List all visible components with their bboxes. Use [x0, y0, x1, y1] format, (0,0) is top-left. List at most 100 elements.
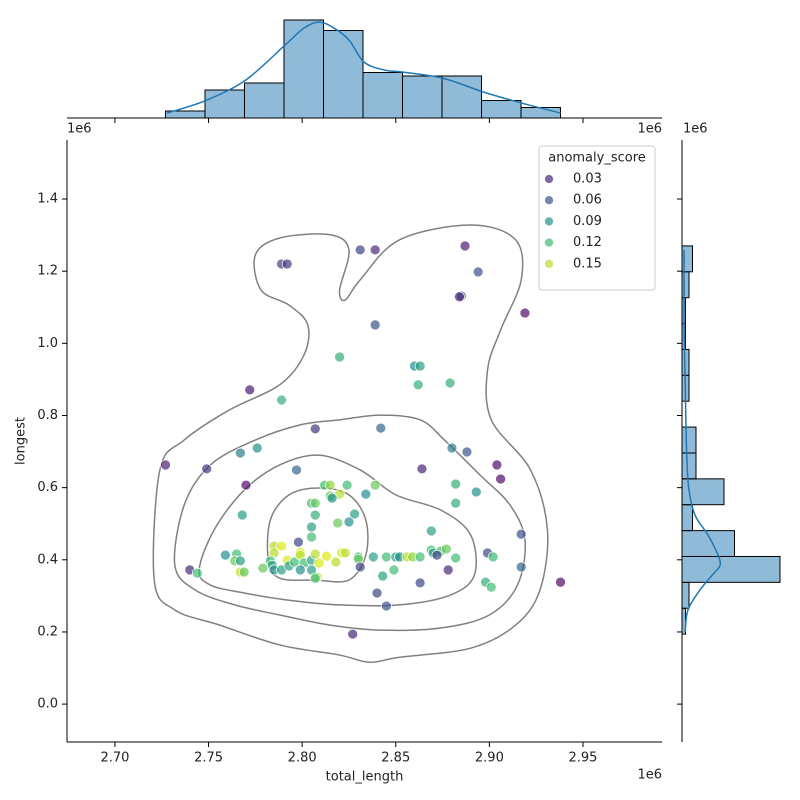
- x-tick-label: 2.90: [475, 751, 504, 766]
- x-tick-label: 2.80: [288, 751, 317, 766]
- scatter-point: [160, 459, 171, 471]
- x-tick-label: 2.95: [569, 751, 598, 766]
- histogram-bar: [283, 19, 324, 119]
- scatter-point: [343, 516, 355, 528]
- scatter-point: [369, 479, 381, 491]
- scatter-point: [251, 442, 263, 454]
- scatter-point: [313, 557, 325, 569]
- histogram-bar: [681, 555, 781, 583]
- scatter-point: [555, 576, 566, 588]
- y-tick-label: 0.4: [37, 552, 58, 567]
- histogram-bar: [322, 30, 364, 119]
- scatter-point: [235, 447, 246, 459]
- scatter-point: [515, 528, 527, 540]
- scatter-point: [220, 549, 231, 561]
- histogram-bar: [362, 72, 404, 119]
- histogram-bar: [681, 245, 693, 273]
- scatter-point: [238, 566, 250, 578]
- legend-marker: [544, 174, 554, 184]
- scatter-point: [240, 479, 252, 491]
- scatter-point: [354, 561, 366, 573]
- scatter-point: [236, 509, 248, 521]
- scatter-point: [309, 548, 321, 560]
- scatter-point: [347, 628, 359, 640]
- histogram-bar: [204, 89, 245, 119]
- scatter-point: [330, 556, 342, 568]
- scatter-point: [369, 244, 381, 256]
- scatter-point: [354, 244, 366, 256]
- scatter-point: [276, 540, 287, 552]
- y-tick-label: 0.2: [37, 624, 58, 639]
- legend-box: [538, 145, 656, 291]
- scatter-point: [334, 351, 345, 363]
- scatter-point: [461, 446, 473, 458]
- scatter-point: [201, 463, 213, 475]
- x-tick-label: 2.70: [100, 751, 129, 766]
- x-offset-text: 1e6: [637, 768, 662, 783]
- scatter-point: [375, 422, 387, 434]
- scatter-point: [431, 549, 443, 561]
- scatter-point: [450, 552, 462, 564]
- scatter-point: [244, 384, 256, 396]
- scatter-point: [257, 562, 269, 574]
- scatter-point: [440, 543, 452, 555]
- x-tick-label: 2.75: [194, 751, 223, 766]
- scatter-point: [367, 551, 379, 563]
- scatter-point: [306, 521, 317, 533]
- histogram-bar: [402, 75, 443, 119]
- scatter-point: [349, 508, 360, 520]
- legend-label: 0.09: [573, 214, 602, 229]
- kde-contour: [198, 454, 477, 607]
- scatter-point: [235, 555, 246, 567]
- scatter-point: [276, 394, 287, 406]
- scatter-point: [191, 567, 203, 579]
- kde-line: [166, 21, 561, 114]
- y-axis-label: longest: [14, 417, 29, 465]
- scatter-point: [377, 570, 389, 582]
- y-tick-label: 1.0: [37, 336, 58, 351]
- scatter-point: [324, 479, 336, 491]
- scatter-point: [425, 525, 437, 537]
- scatter-point: [444, 377, 456, 389]
- histogram-bar: [481, 100, 522, 119]
- legend-marker: [544, 258, 554, 269]
- scatter-point: [450, 478, 462, 490]
- scatter-point: [442, 564, 454, 576]
- histogram-bar: [681, 426, 697, 454]
- scatter-point: [339, 547, 351, 559]
- legend-title: anomaly_score: [548, 151, 646, 166]
- scatter-point: [491, 459, 503, 471]
- histogram-bar: [681, 504, 693, 532]
- marginal-offset-text: 1e6: [683, 122, 708, 137]
- scatter-point: [326, 492, 338, 504]
- scatter-point: [371, 587, 383, 599]
- legend-marker: [544, 237, 554, 248]
- scatter-point: [281, 258, 293, 270]
- scatter-point: [414, 551, 426, 563]
- y-tick-label: 0.0: [37, 697, 58, 712]
- scatter-point: [472, 266, 484, 278]
- kde-contour: [173, 414, 526, 632]
- legend-marker: [544, 216, 554, 227]
- histogram-bar: [681, 271, 690, 299]
- x-axis-label: total_length: [326, 770, 404, 785]
- scatter-point: [381, 551, 392, 563]
- scatter-point: [294, 564, 306, 576]
- scatter-point: [519, 307, 531, 319]
- legend-label: 0.15: [573, 256, 602, 271]
- scatter-point: [360, 488, 372, 500]
- scatter-point: [309, 423, 321, 435]
- scatter-point: [412, 379, 424, 391]
- histogram-bar: [243, 82, 285, 119]
- scatter-point: [487, 551, 499, 563]
- kde-contour: [266, 487, 369, 583]
- scatter-point: [416, 463, 428, 475]
- legend-label: 0.03: [573, 172, 602, 187]
- scatter-point: [470, 486, 482, 498]
- scatter-point: [515, 561, 527, 573]
- scatter-point: [381, 600, 392, 612]
- scatter-point: [446, 442, 458, 454]
- histogram-bar: [681, 581, 690, 609]
